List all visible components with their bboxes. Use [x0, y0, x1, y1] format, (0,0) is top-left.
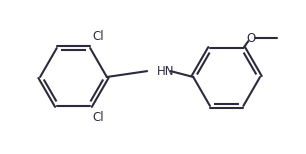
Text: Cl: Cl: [92, 30, 104, 43]
Text: O: O: [247, 32, 256, 45]
Text: Cl: Cl: [92, 111, 104, 124]
Text: HN: HN: [157, 65, 174, 78]
